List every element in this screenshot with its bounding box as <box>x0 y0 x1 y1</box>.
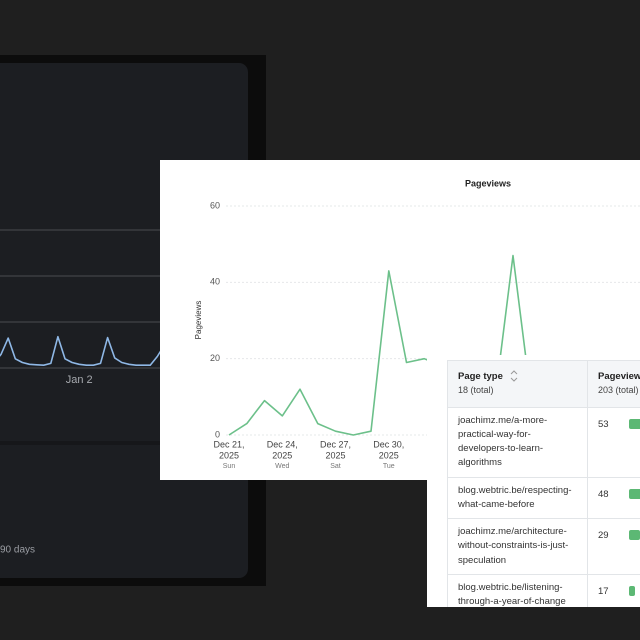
sort-icon[interactable] <box>510 370 518 383</box>
y-axis-label: Pageviews <box>194 301 203 340</box>
chart-title: Pageviews <box>465 178 511 188</box>
page-url: blog.webtric.be/respecting-what-came-bef… <box>458 484 572 510</box>
table-row: blog.webtric.be/listening-through-a-year… <box>447 573 640 607</box>
x-tick-year: 2025 <box>379 450 399 460</box>
column-subtitle: 18 (total) <box>458 385 494 396</box>
pageviews-cell: 29 <box>587 518 640 575</box>
pageviews-bar <box>628 586 636 597</box>
table-row: joachimz.me/architecture-without-constra… <box>447 518 640 575</box>
table-header: Page type 18 (total) Pageviews 203 (tota… <box>447 360 640 408</box>
page-url: joachimz.me/a-more-practical-way-for-dev… <box>458 414 548 469</box>
pageviews-value: 53 <box>598 418 609 430</box>
x-tick-year: 2025 <box>325 450 345 460</box>
pageviews-bar <box>628 488 640 499</box>
pageviews-value: 17 <box>598 585 609 597</box>
pages-table-card: Page type 18 (total) Pageviews 203 (tota… <box>427 355 640 607</box>
pageviews-value: 48 <box>598 488 609 500</box>
y-tick-label: 0 <box>215 429 220 439</box>
x-tick-day: Sun <box>223 463 236 470</box>
y-tick-label: 20 <box>210 353 220 363</box>
pageviews-value: 29 <box>598 530 609 541</box>
page-cell: blog.webtric.be/listening-through-a-year… <box>447 573 588 607</box>
column-title: Page type <box>458 371 503 382</box>
column-subtitle: 203 (total) <box>598 385 639 396</box>
range-text: 90 days <box>0 545 35 556</box>
page-cell: blog.webtric.be/respecting-what-came-bef… <box>447 476 588 519</box>
pageviews-bar <box>628 418 640 429</box>
x-tick-label: Jan 2 <box>66 374 93 386</box>
page-cell: joachimz.me/a-more-practical-way-for-dev… <box>447 406 588 478</box>
pageviews-bar <box>628 530 640 541</box>
header-cell: Pageviews 203 (total) <box>587 360 640 408</box>
x-tick-label: Dec 30, <box>373 439 404 449</box>
y-tick-label: 60 <box>210 200 220 210</box>
x-tick-day: Tue <box>383 463 395 470</box>
y-tick-label: 40 <box>210 277 220 287</box>
page-cell: joachimz.me/architecture-without-constra… <box>447 518 588 575</box>
table-body: joachimz.me/a-more-practical-way-for-dev… <box>447 406 640 607</box>
data-line <box>0 335 166 366</box>
page-url: blog.webtric.be/listening-through-a-year… <box>458 581 566 607</box>
page-url: joachimz.me/architecture-without-constra… <box>458 526 569 566</box>
x-tick-day: Wed <box>275 463 289 470</box>
x-tick-label: Dec 24, <box>267 439 298 449</box>
pageviews-cell: 48 <box>587 476 640 519</box>
header-cell: Page type 18 (total) <box>447 360 588 408</box>
pageviews-cell: 17 <box>587 573 640 607</box>
x-tick-day: Sat <box>330 463 341 470</box>
pages-table: Page type 18 (total) Pageviews 203 (tota… <box>447 360 640 607</box>
x-tick-label: Dec 21, <box>213 439 244 449</box>
column-title: Pageviews <box>598 371 640 382</box>
x-tick-year: 2025 <box>219 450 239 460</box>
x-tick-year: 2025 <box>272 450 292 460</box>
pageviews-cell: 53 <box>587 406 640 478</box>
table-row: joachimz.me/a-more-practical-way-for-dev… <box>447 406 640 478</box>
x-tick-label: Dec 27, <box>320 439 351 449</box>
table-row: blog.webtric.be/respecting-what-came-bef… <box>447 476 640 519</box>
